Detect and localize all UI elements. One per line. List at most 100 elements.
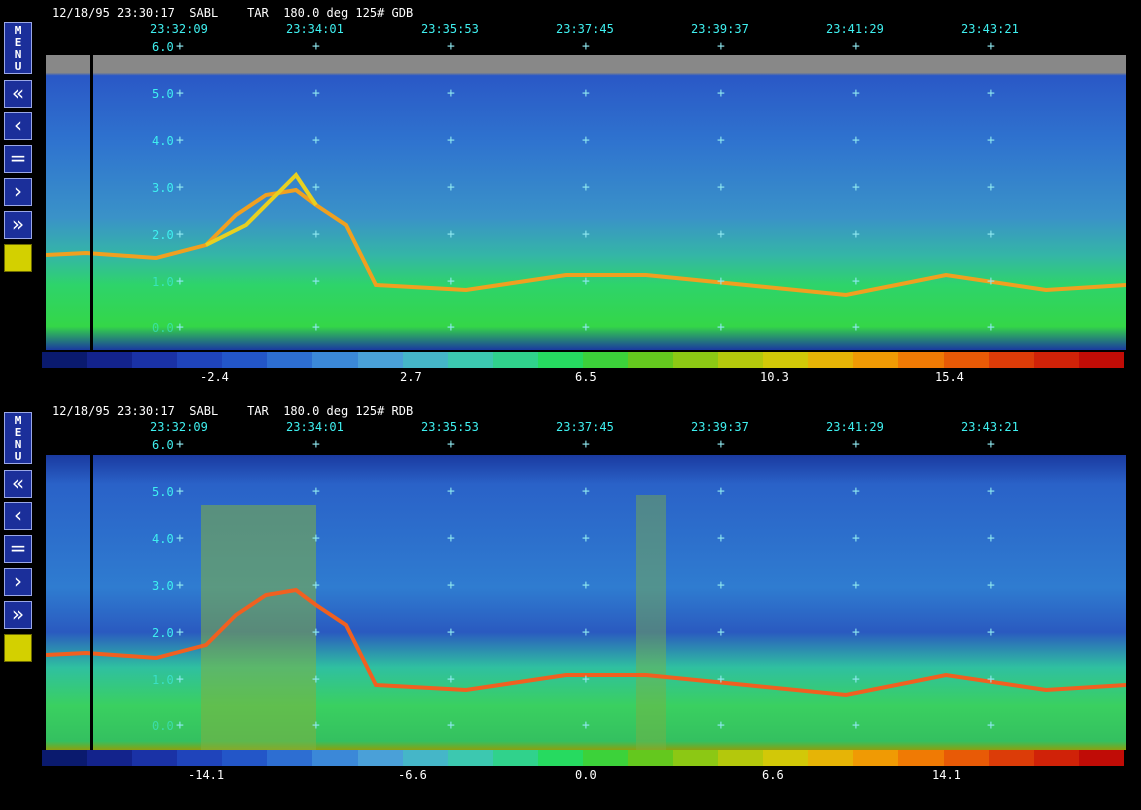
colorbar-cell: [673, 352, 719, 368]
colorbar: [42, 352, 1124, 368]
colorbar-label: 15.4: [935, 370, 964, 384]
menu-letter: U: [14, 60, 22, 73]
colorbar-cell: [808, 750, 854, 766]
colorbar-cell: [628, 750, 674, 766]
colorbar-cell: [87, 750, 133, 766]
colorbar-cell: [898, 352, 944, 368]
colorbar-cell: [853, 750, 899, 766]
colorbar-cell: [492, 352, 538, 368]
colorbar-cell: [222, 750, 268, 766]
colorbar-cell: [943, 352, 989, 368]
colorbar-cell: [222, 352, 268, 368]
colorbar-cell: [132, 352, 178, 368]
color-toggle-button[interactable]: [4, 634, 32, 662]
color-toggle-button[interactable]: [4, 244, 32, 272]
range-time-plot: [46, 455, 1126, 750]
forward-button[interactable]: ›: [4, 178, 32, 206]
colorbar-cell: [1078, 750, 1124, 766]
colorbar-cell: [402, 352, 448, 368]
time-label: 23:39:37: [691, 22, 749, 36]
colorbar-cell: [673, 750, 719, 766]
time-label: 23:43:21: [961, 22, 1019, 36]
time-label: 23:35:53: [421, 22, 479, 36]
colorbar-label: 6.6: [762, 768, 784, 782]
colorbar-cell: [718, 750, 764, 766]
colorbar-cell: [447, 750, 493, 766]
menu-letter: E: [14, 426, 22, 439]
rewind-button[interactable]: ‹: [4, 112, 32, 140]
time-label: 23:32:09: [150, 22, 208, 36]
menu-letter: M: [14, 24, 22, 37]
colorbar-cell: [357, 750, 403, 766]
colorbar-label: 2.7: [400, 370, 422, 384]
colorbar-cell: [42, 750, 88, 766]
time-label: 23:34:01: [286, 420, 344, 434]
colorbar-cell: [132, 750, 178, 766]
menu-letter: U: [14, 450, 22, 463]
colorbar: [42, 750, 1124, 766]
colorbar-label: -2.4: [200, 370, 229, 384]
rewind-fast-button[interactable]: «: [4, 80, 32, 108]
time-label: 23:41:29: [826, 420, 884, 434]
rewind-fast-button[interactable]: «: [4, 470, 32, 498]
colorbar-cell: [42, 352, 88, 368]
colorbar-cell: [718, 352, 764, 368]
range-time-plot: [46, 55, 1126, 350]
colorbar-cell: [1078, 352, 1124, 368]
menu-letter: N: [14, 438, 22, 451]
time-label: 23:37:45: [556, 22, 614, 36]
colorbar-cell: [312, 750, 358, 766]
colorbar-cell: [447, 352, 493, 368]
colorbar-label: 14.1: [932, 768, 961, 782]
colorbar-cell: [763, 750, 809, 766]
colorbar-cell: [267, 750, 313, 766]
menu-button[interactable]: M E N U: [4, 412, 32, 464]
colorbar-label: -14.1: [188, 768, 225, 782]
panel-rdb: 12/18/95 23:30:17 SABL TAR 180.0 deg 125…: [0, 400, 1141, 810]
time-label: 23:35:53: [421, 420, 479, 434]
colorbar-cell: [808, 352, 854, 368]
colorbar-cell: [267, 352, 313, 368]
colorbar-cell: [1033, 750, 1079, 766]
colorbar-cell: [853, 352, 899, 368]
time-label: 23:41:29: [826, 22, 884, 36]
colorbar-cell: [357, 352, 403, 368]
time-label: 23:39:37: [691, 420, 749, 434]
menu-letter: E: [14, 36, 22, 49]
panel-gdb: 12/18/95 23:30:17 SABL TAR 180.0 deg 125…: [0, 0, 1141, 400]
colorbar-cell: [312, 352, 358, 368]
forward-fast-button[interactable]: »: [4, 601, 32, 629]
colorbar-cell: [943, 750, 989, 766]
colorbar-cell: [763, 352, 809, 368]
time-label: 23:32:09: [150, 420, 208, 434]
colorbar-cell: [177, 750, 223, 766]
colorbar-cell: [582, 750, 629, 766]
colorbar-cell: [87, 352, 133, 368]
colorbar-cell: [898, 750, 944, 766]
forward-fast-button[interactable]: »: [4, 211, 32, 239]
colorbar-cell: [177, 352, 223, 368]
colorbar-label: 6.5: [575, 370, 597, 384]
colorbar-cell: [988, 352, 1034, 368]
colorbar-cell: [537, 750, 583, 766]
menu-button[interactable]: M E N U: [4, 22, 32, 74]
menu-letter: N: [14, 48, 22, 61]
pause-button[interactable]: =: [4, 145, 32, 173]
time-label: 23:34:01: [286, 22, 344, 36]
colorbar-cell: [988, 750, 1034, 766]
colorbar-cell: [582, 352, 629, 368]
colorbar-cell: [402, 750, 448, 766]
forward-button[interactable]: ›: [4, 568, 32, 596]
colorbar-label: 10.3: [760, 370, 789, 384]
colorbar-cell: [537, 352, 583, 368]
pause-button[interactable]: =: [4, 535, 32, 563]
rewind-button[interactable]: ‹: [4, 502, 32, 530]
colorbar-label: -6.6: [398, 768, 427, 782]
panel-header: 12/18/95 23:30:17 SABL TAR 180.0 deg 125…: [52, 404, 414, 418]
colorbar-cell: [1033, 352, 1079, 368]
menu-letter: M: [14, 414, 22, 427]
colorbar-cell: [628, 352, 674, 368]
panel-header: 12/18/95 23:30:17 SABL TAR 180.0 deg 125…: [52, 6, 414, 20]
colorbar-label: 0.0: [575, 768, 597, 782]
colorbar-cell: [492, 750, 538, 766]
